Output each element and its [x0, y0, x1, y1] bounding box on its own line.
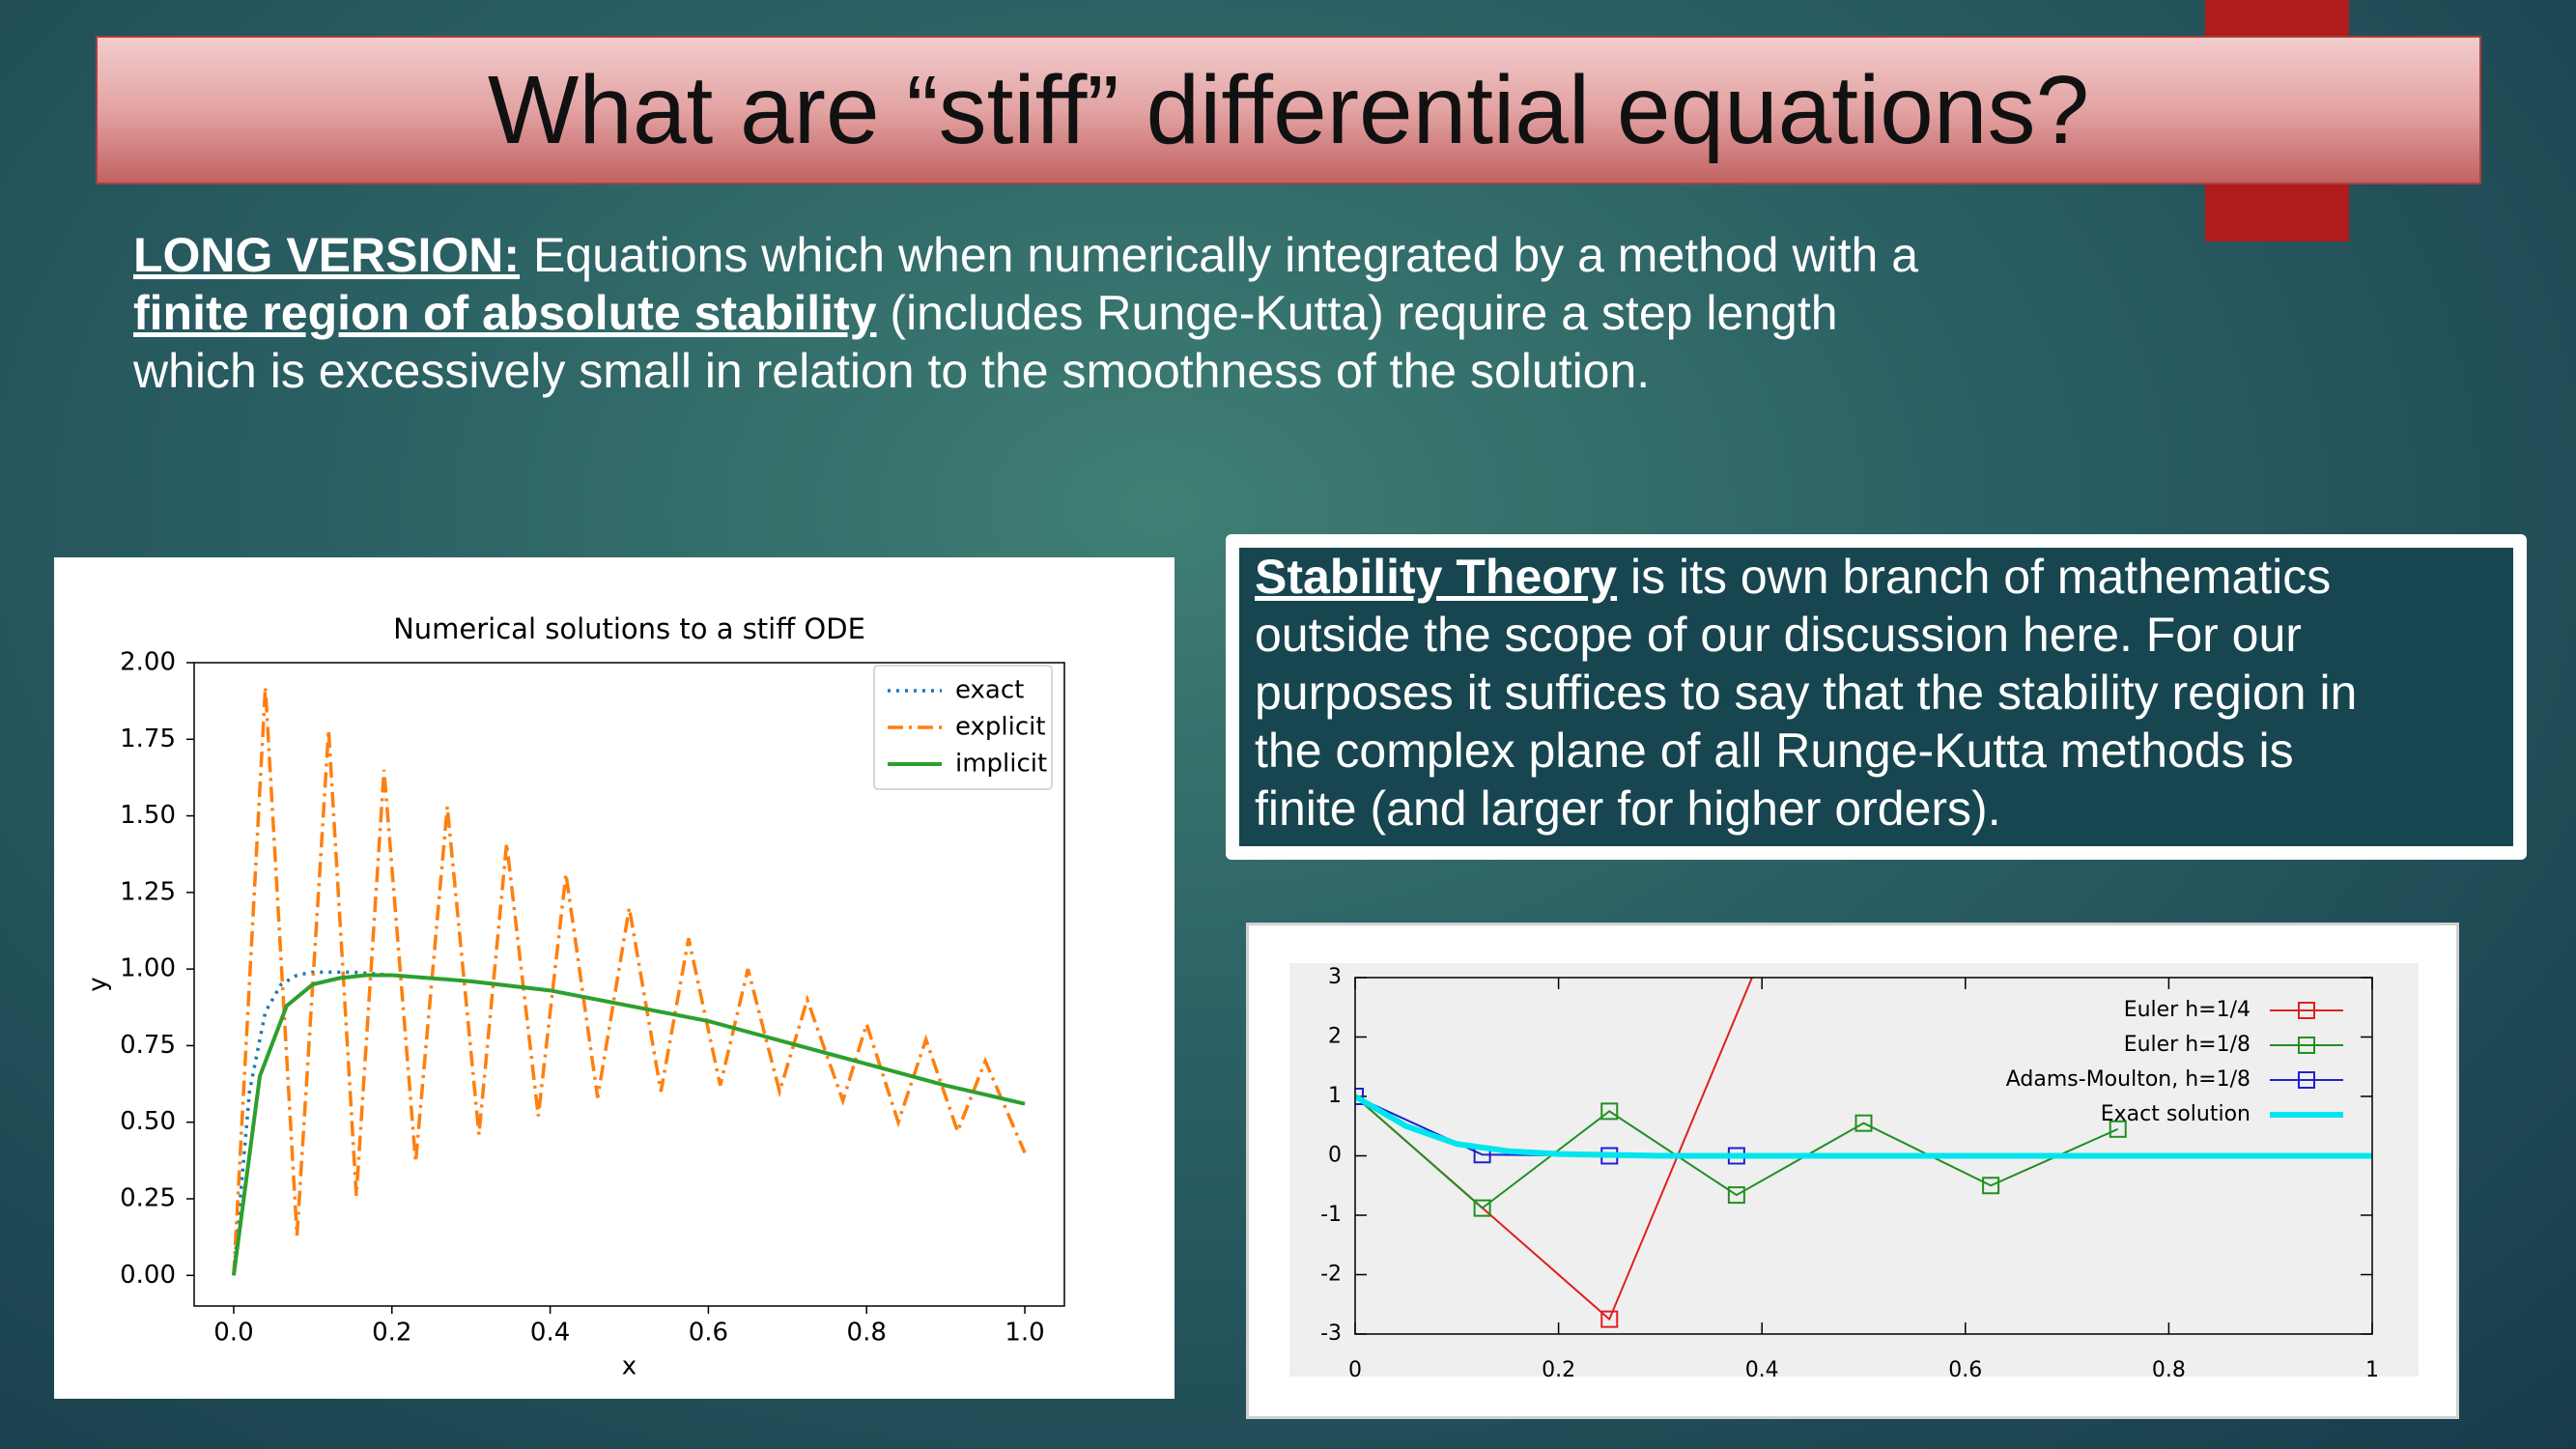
plot-background — [1289, 963, 2419, 1377]
term: finite region of absolute stability — [133, 286, 877, 340]
y-tick-label: 0.75 — [120, 1031, 176, 1060]
series-line — [1355, 1095, 2119, 1209]
plot — [1355, 978, 2372, 1328]
x-tick-label: 1 — [2365, 1358, 2379, 1382]
series-line — [232, 687, 1027, 1276]
text: is its own branch of mathematics — [1629, 550, 2332, 604]
marker — [1600, 1310, 1619, 1328]
legend-marker — [2298, 1002, 2315, 1019]
text: outside the scope of our discussion here… — [1255, 608, 2302, 662]
y-tick-label: 0.00 — [120, 1261, 176, 1290]
text: (includes Runge-Kutta) require a step le… — [890, 286, 1838, 340]
y-axis-label: y — [84, 977, 113, 991]
x-tick-label: 0 — [1348, 1358, 1362, 1382]
x-tick-label: 0.4 — [530, 1319, 570, 1348]
x-tick-label: 0.6 — [1948, 1358, 1982, 1382]
term: Stability Theory — [1255, 550, 1618, 604]
x-tick-label: 0.0 — [213, 1319, 253, 1348]
text: which is excessively small in relation t… — [133, 344, 1651, 398]
slide-title: What are “stiff” differential equations? — [487, 55, 2090, 164]
legend-marker — [2298, 1071, 2315, 1089]
label: LONG VERSION: — [133, 228, 521, 282]
long-version: LONG VERSION: Equations which when numer… — [133, 226, 1918, 400]
y-tick-label: -2 — [1320, 1263, 1342, 1287]
y-tick-label: 1 — [1328, 1084, 1342, 1108]
chart-title: Numerical solutions to a stiff ODE — [393, 612, 865, 645]
text: purposes it suffices to say that the sta… — [1255, 666, 2358, 720]
legend-label: Euler h=1/8 — [2124, 1033, 2250, 1057]
legend-label: exact — [955, 676, 1024, 705]
plot-frame — [1354, 977, 2373, 1335]
y-tick-label: 0.25 — [120, 1184, 176, 1213]
marker — [1355, 1088, 1364, 1105]
y-tick-label: 1.75 — [120, 724, 176, 753]
legend-label: Euler h=1/4 — [2124, 998, 2250, 1022]
legend-box — [873, 665, 1053, 790]
x-tick-label: 0.8 — [847, 1319, 887, 1348]
text: Equations which when numerically integra… — [532, 228, 1919, 282]
plot — [231, 687, 1027, 1276]
title-bar: What are “stiff” differential equations? — [96, 36, 2481, 185]
y-tick-label: 1.50 — [120, 801, 176, 830]
legend-marker — [2298, 1037, 2315, 1054]
chart: 0 0.2 0.4 0.6 0.8 1 -3 -2 -1 0 1 2 3 Euler h=1/4 Euler… — [1246, 923, 2459, 1419]
x-axis-label: x — [622, 1352, 637, 1381]
y-tick-label: 2 — [1328, 1025, 1342, 1049]
x-tick-label: 1.0 — [1005, 1319, 1044, 1348]
x-tick-label: 0.8 — [2152, 1358, 2186, 1382]
series-line — [231, 973, 1026, 1276]
marker — [1982, 1177, 2000, 1195]
y-tick-label: 0.50 — [120, 1107, 176, 1136]
y-tick-label: 0 — [1328, 1144, 1342, 1168]
marker — [1473, 1199, 1491, 1217]
x-tick-label: 0.6 — [689, 1319, 728, 1348]
x-tick-label: 0.4 — [1745, 1358, 1779, 1382]
y-tick-label: 2.00 — [120, 648, 176, 677]
series-line — [1355, 1094, 2372, 1159]
x-tick-label: 0.2 — [1542, 1358, 1575, 1382]
y-tick-label: 3 — [1328, 965, 1342, 989]
legend-label: Adams-Moulton, h=1/8 — [2006, 1067, 2250, 1092]
plot-frame — [193, 662, 1065, 1307]
y-tick-label: 1.25 — [120, 877, 176, 906]
y-tick-label: -1 — [1320, 1203, 1342, 1227]
stability-box: Stability Theory is its own branch of ma… — [1226, 534, 2527, 860]
text: finite (and larger for higher orders). — [1255, 781, 2001, 836]
text: the complex plane of all Runge-Kutta met… — [1255, 724, 2294, 778]
legend-label: Exact solution — [2101, 1102, 2250, 1126]
marker — [2109, 1120, 2127, 1138]
y-tick-label: -3 — [1320, 1321, 1342, 1346]
legend-label: explicit — [955, 713, 1046, 742]
x-tick-label: 0.2 — [372, 1319, 411, 1348]
marker — [1727, 1186, 1745, 1205]
marker — [1600, 1102, 1619, 1121]
legend-label: implicit — [955, 750, 1047, 779]
y-tick-label: 1.00 — [120, 954, 176, 983]
marker — [1854, 1114, 1873, 1132]
